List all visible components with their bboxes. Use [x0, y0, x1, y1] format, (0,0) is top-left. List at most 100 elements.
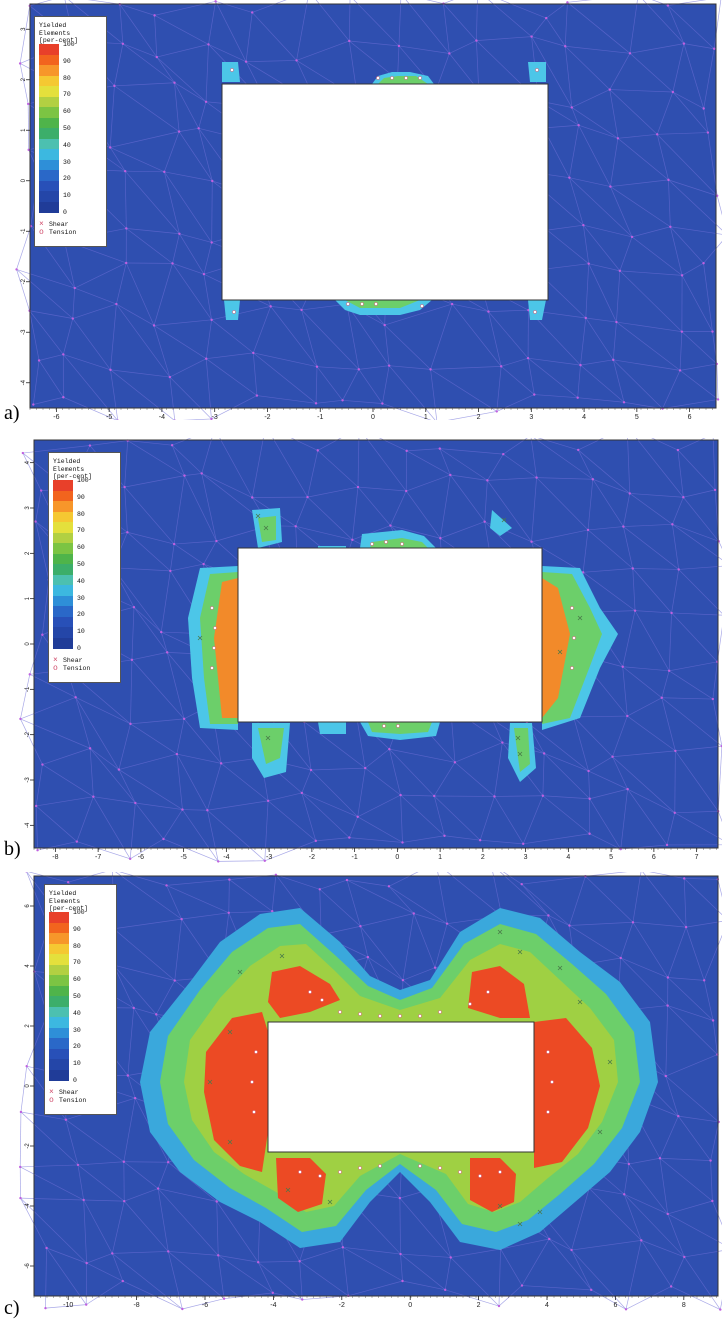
mesh-edge: [503, 438, 528, 455]
mesh-node: [542, 752, 546, 755]
mesh-edge: [640, 1240, 672, 1287]
mesh-node: [155, 1013, 158, 1016]
mesh-edge: [256, 395, 317, 404]
yield-zone-left-inner: [214, 578, 238, 718]
mesh-edge: [251, 438, 264, 498]
mesh-edge: [400, 1253, 451, 1258]
mesh-edge: [659, 1157, 713, 1202]
x-tick-label: 6: [688, 414, 692, 420]
tension-marker: [213, 626, 217, 630]
mesh-node: [168, 375, 172, 379]
mesh-edge: [588, 770, 628, 790]
mesh-edge: [712, 1020, 718, 1055]
y-tick-label: 1: [21, 128, 27, 132]
mesh-edge: [86, 1280, 123, 1305]
mesh-edge: [683, 489, 716, 498]
legend-tick-label: 0: [77, 645, 81, 652]
mesh-node: [227, 911, 230, 915]
mesh-edge: [270, 306, 302, 311]
mesh-node: [660, 696, 663, 699]
mesh-node: [348, 39, 351, 43]
mesh-edge: [20, 1197, 84, 1201]
mesh-edge: [665, 1005, 668, 1077]
mesh-edge: [388, 365, 436, 420]
mesh-node: [715, 194, 719, 197]
legend-swatch: [49, 1048, 69, 1060]
mesh-edge: [176, 753, 222, 764]
mesh-edge: [207, 763, 222, 811]
mesh-node: [180, 917, 183, 921]
legend-tension-label: Tension: [63, 665, 91, 672]
mesh-edge: [583, 225, 590, 264]
legend-shear-label: Shear: [49, 221, 69, 228]
tension-marker: [250, 1080, 254, 1084]
mesh-node: [495, 410, 498, 413]
mesh-node: [522, 842, 525, 846]
mesh-edge: [388, 886, 448, 924]
mesh-node: [205, 357, 208, 360]
mesh-edge: [567, 0, 593, 3]
mesh-edge: [158, 1188, 217, 1202]
mesh-edge: [264, 840, 316, 862]
mesh-node: [75, 840, 79, 843]
legend-swatch: [39, 107, 59, 118]
mesh-edge: [63, 354, 111, 371]
mesh-node: [200, 472, 203, 475]
mesh-edge: [521, 1238, 550, 1286]
mesh-edge: [171, 438, 192, 446]
mesh-node: [439, 537, 442, 540]
shear-marker: [501, 517, 507, 523]
mesh-edge: [358, 369, 383, 404]
mesh-edge: [703, 980, 714, 1021]
tension-marker: [360, 302, 364, 306]
mesh-edge: [681, 275, 713, 332]
mesh-edge: [216, 1201, 259, 1263]
mesh-edge: [172, 263, 212, 321]
mesh-edge: [683, 878, 722, 916]
mesh-node: [433, 794, 436, 798]
mesh-edge: [166, 879, 230, 886]
mesh-node: [123, 485, 126, 489]
shear-markers: [197, 513, 583, 757]
mesh-edge: [38, 360, 64, 398]
mesh-edge: [612, 322, 617, 360]
legend-tick-label: 50: [77, 561, 85, 568]
tension-marker: [438, 1010, 442, 1014]
mesh-edge: [20, 718, 91, 749]
mesh-edge: [315, 0, 350, 42]
mesh-node: [591, 478, 595, 481]
mesh-node: [153, 14, 156, 17]
shear-marker: [327, 1199, 333, 1205]
legend-shear-entry: × Shear: [39, 221, 107, 229]
mesh-node: [412, 912, 415, 915]
mesh-edge: [592, 478, 630, 494]
mesh-edge: [527, 357, 578, 398]
legend-tension-label: Tension: [59, 1097, 87, 1104]
mesh-node: [631, 567, 634, 570]
tension-marker: [390, 76, 394, 80]
legend-tick-label: 80: [63, 74, 71, 82]
yield-zone-upper-right: [490, 510, 512, 536]
mesh-node: [719, 1308, 722, 1311]
panel-label-a: a): [4, 402, 20, 424]
yield-zone-floor-center-core: [368, 722, 432, 734]
mesh-edge: [571, 1240, 642, 1251]
mesh-edge: [125, 170, 165, 173]
mesh-edge: [160, 631, 168, 653]
mesh-edge: [211, 395, 258, 420]
mesh-node: [122, 1160, 126, 1163]
mesh-node: [74, 696, 77, 699]
x-tick-label: 4: [566, 854, 570, 861]
mesh-edge: [83, 1199, 88, 1264]
mesh-node: [202, 272, 206, 276]
mesh-edge: [206, 358, 258, 396]
mesh-edge: [476, 0, 478, 41]
mesh-edge: [678, 569, 722, 614]
mesh-edge: [42, 764, 94, 797]
mesh-edge: [388, 872, 419, 887]
legend-tick-label: 50: [63, 125, 71, 132]
legend-colorbar: [53, 480, 73, 649]
mesh-edge: [198, 128, 213, 182]
